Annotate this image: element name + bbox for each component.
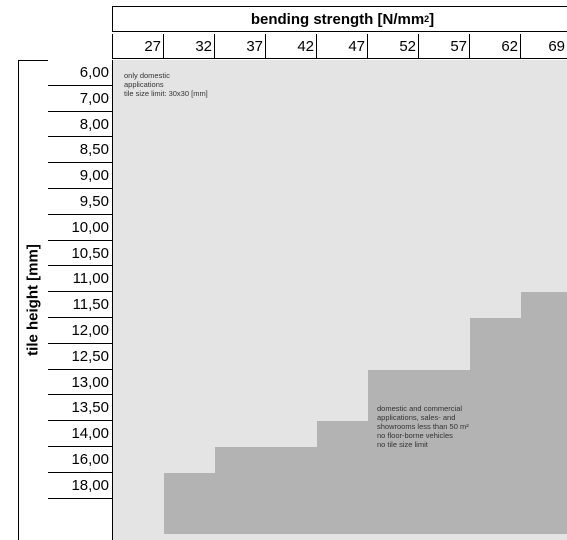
row-label: 8,50	[48, 137, 112, 163]
column-header: 42	[265, 34, 316, 59]
row-label: 12,50	[48, 344, 112, 370]
row-label: 11,00	[48, 266, 112, 292]
commercial-note-line: domestic and commercial	[377, 404, 469, 413]
y-axis-label: tile height [mm]	[25, 244, 42, 356]
commercial-region-step	[317, 421, 368, 534]
column-header: 69	[520, 34, 567, 59]
commercial-note-line: showrooms less than 50 m²	[377, 422, 469, 431]
row-label: 13,50	[48, 395, 112, 421]
column-header: 47	[316, 34, 367, 59]
header-title-end: ]	[429, 11, 434, 28]
commercial-region-step	[368, 370, 419, 534]
row-label: 8,00	[48, 112, 112, 138]
domestic-note: only domestic applications tile size lim…	[124, 71, 208, 98]
column-header: 52	[367, 34, 418, 59]
commercial-note-line: no tile size limit	[377, 440, 469, 449]
domestic-note-line: only domestic	[124, 71, 208, 80]
column-header: 32	[163, 34, 214, 59]
row-label: 10,50	[48, 241, 112, 267]
column-header: 57	[418, 34, 469, 59]
row-label: 6,00	[48, 60, 112, 86]
row-label: 9,00	[48, 163, 112, 189]
row-label: 16,00	[48, 447, 112, 473]
row-label: 18,00	[48, 473, 112, 499]
commercial-region-step	[266, 447, 317, 534]
domestic-note-line: applications	[124, 80, 208, 89]
row-label: 9,50	[48, 189, 112, 215]
column-header: 62	[469, 34, 520, 59]
row-label: 14,00	[48, 421, 112, 447]
bending-strength-header: bending strength [N/mm 2]	[112, 6, 567, 32]
commercial-region-step	[215, 447, 266, 534]
domestic-note-line: tile size limit: 30x30 [mm]	[124, 89, 208, 98]
header-title: bending strength [N/mm	[251, 11, 424, 28]
row-label: 13,00	[48, 370, 112, 396]
commercial-note-line: no floor-borne vehicles	[377, 431, 469, 440]
commercial-note: domestic and commercial applications, sa…	[377, 404, 469, 449]
commercial-note-line: applications, sales- and	[377, 413, 469, 422]
row-label: 10,00	[48, 215, 112, 241]
commercial-region-step	[164, 473, 215, 534]
commercial-region-step	[419, 370, 470, 534]
row-label: 7,00	[48, 86, 112, 112]
commercial-region-step	[470, 318, 521, 534]
column-header: 27	[112, 34, 163, 59]
row-label: 11,50	[48, 292, 112, 318]
column-header: 37	[214, 34, 265, 59]
row-label: 12,00	[48, 318, 112, 344]
commercial-region-step	[521, 292, 567, 534]
